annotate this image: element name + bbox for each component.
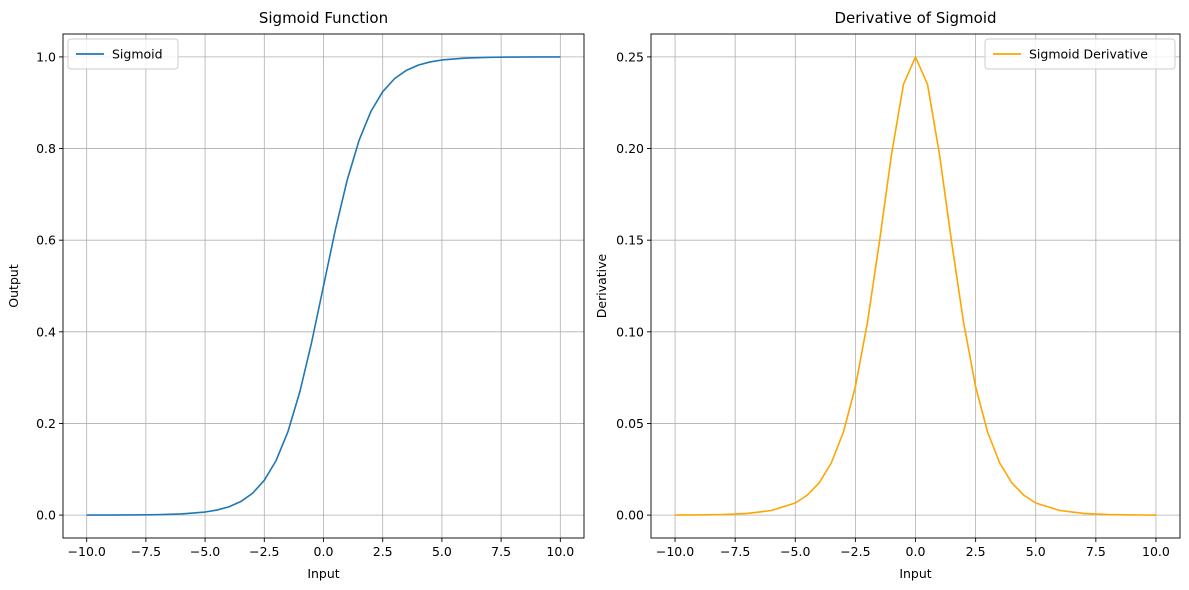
series-line <box>86 56 561 516</box>
x-tick-label: −7.5 <box>720 544 750 559</box>
y-tick-label: 0.20 <box>616 141 644 156</box>
x-axis-label: Input <box>307 566 339 581</box>
y-tick-label: 0.8 <box>36 141 56 156</box>
x-tick-label: −2.5 <box>249 544 279 559</box>
legend-label: Sigmoid Derivative <box>1029 47 1148 62</box>
y-tick-label: 0.4 <box>36 324 56 339</box>
x-tick-label: 5.0 <box>1026 544 1046 559</box>
x-tick-label: −7.5 <box>131 544 161 559</box>
y-tick-label: 0.2 <box>36 416 56 431</box>
chart-title: Sigmoid Function <box>259 9 388 27</box>
x-tick-label: 7.5 <box>1086 544 1106 559</box>
chart-left: −10.0 −7.5 −5.0 −2.5 0.0 2.5 5.0 7.5 10.0 0.0 0.2 0… <box>6 9 585 581</box>
x-tick-label: 2.5 <box>966 544 986 559</box>
y-tick-label: 0.05 <box>616 416 644 431</box>
chart-right: −10.0 −7.5 −5.0 −2.5 0.0 2.5 5.0 7.5 10.0 0.00 0.0… <box>594 9 1181 581</box>
y-tick-label: 0.00 <box>616 508 644 523</box>
legend-box <box>67 38 179 70</box>
x-tick-label: 5.0 <box>432 544 452 559</box>
x-tick-label: −10.0 <box>68 544 106 559</box>
x-tick-label: −5.0 <box>190 544 220 559</box>
y-tick-label: 1.0 <box>36 49 56 64</box>
legend-box <box>984 38 1176 70</box>
y-tick-label: 0.6 <box>36 233 56 248</box>
x-tick-label: 0.0 <box>314 544 334 559</box>
x-tick-label: 10.0 <box>546 544 574 559</box>
y-tick-label: 0.15 <box>616 233 644 248</box>
legend: Sigmoid <box>67 38 179 70</box>
y-axis-label: Derivative <box>594 253 609 318</box>
x-tick-label: 0.0 <box>906 544 926 559</box>
x-tick-label: −5.0 <box>780 544 810 559</box>
y-axis-label: Output <box>6 264 21 308</box>
chart-title: Derivative of Sigmoid <box>834 9 996 27</box>
x-tick-label: 10.0 <box>1142 544 1170 559</box>
y-tick-label: 0.25 <box>616 49 644 64</box>
series-line <box>675 56 1156 516</box>
legend-label: Sigmoid <box>112 47 163 62</box>
x-axis-label: Input <box>899 566 931 581</box>
x-tick-label: 7.5 <box>491 544 511 559</box>
x-tick-label: −2.5 <box>840 544 870 559</box>
x-tick-label: 2.5 <box>373 544 393 559</box>
x-tick-label: −10.0 <box>656 544 694 559</box>
y-tick-label: 0.10 <box>616 324 644 339</box>
legend: Sigmoid Derivative <box>984 38 1176 70</box>
y-tick-label: 0.0 <box>36 508 56 523</box>
